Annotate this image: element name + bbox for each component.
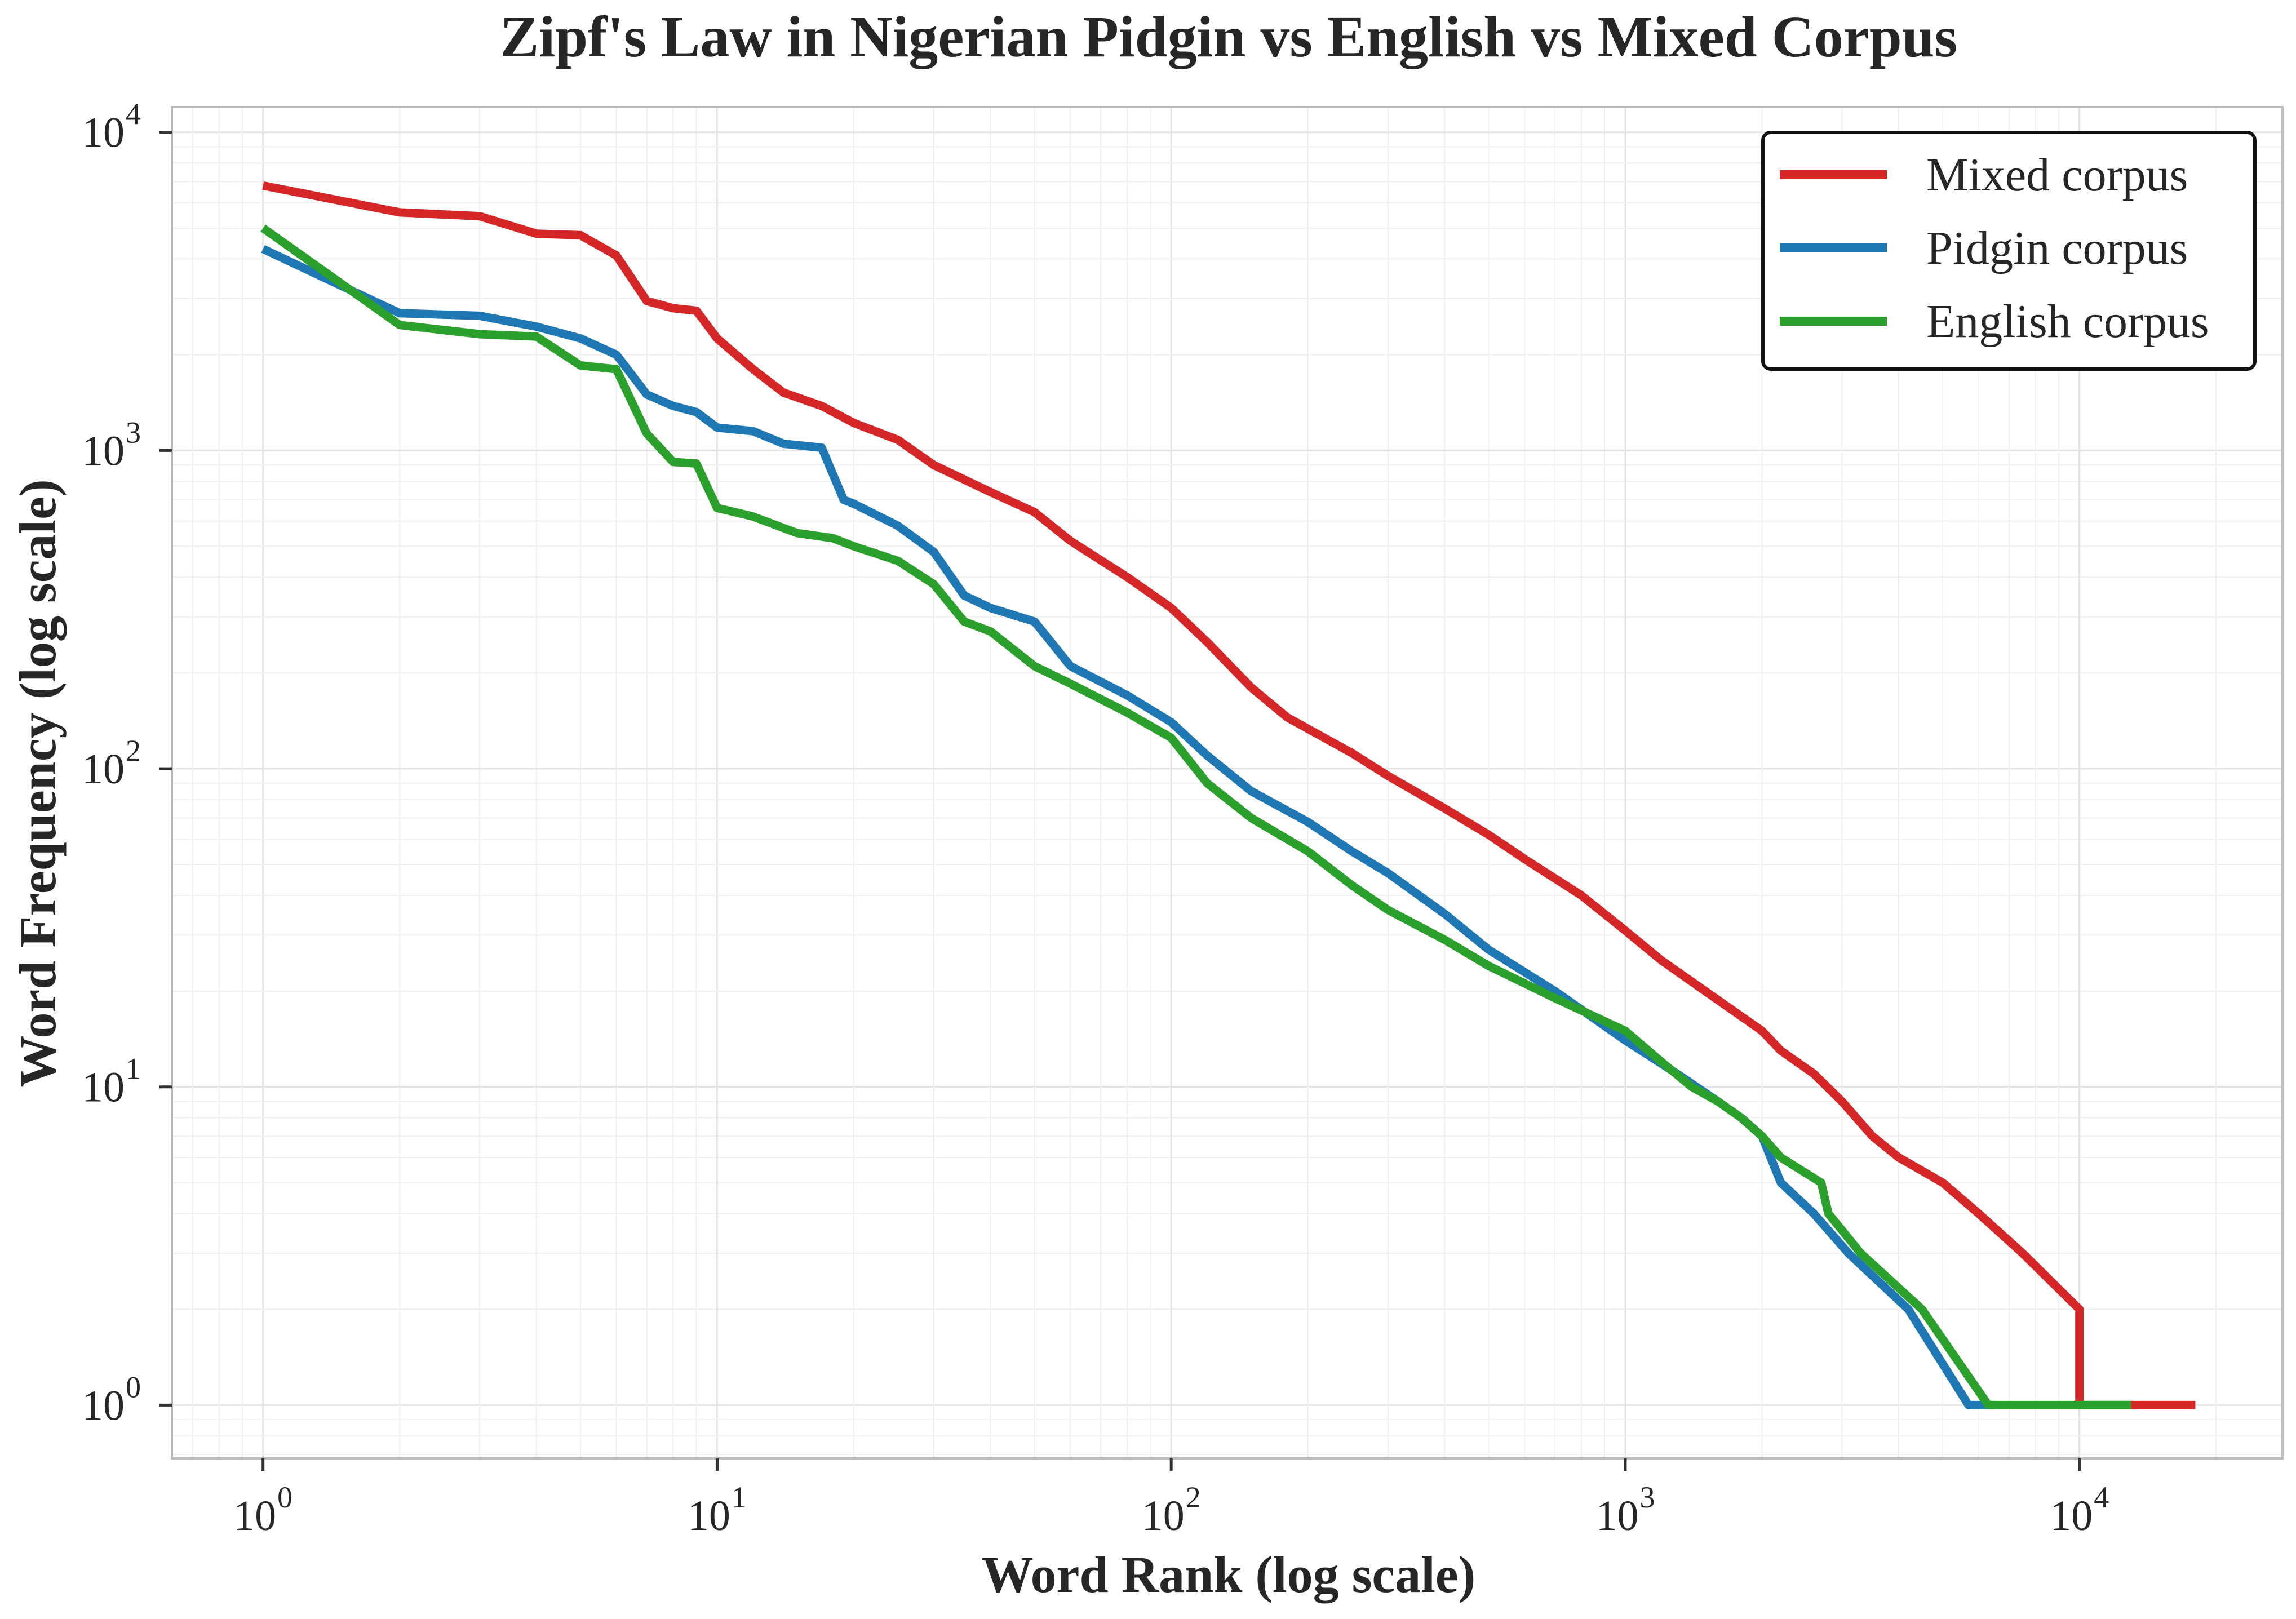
y-tick-label: 103: [82, 415, 141, 474]
x-tick-label: 103: [1595, 1480, 1655, 1540]
x-axis-label: Word Rank (log scale): [982, 1546, 1476, 1603]
series-line-pidgin-corpus: [261, 245, 1994, 1409]
chart-title: Zipf's Law in Nigerian Pidgin vs English…: [500, 5, 1957, 69]
legend-box: [1761, 131, 2257, 371]
y-tick-label: 101: [82, 1052, 141, 1111]
legend-label: Mixed corpus: [1926, 149, 2188, 201]
y-tick-label: 100: [82, 1370, 141, 1429]
x-tick-label: 104: [2050, 1480, 2109, 1540]
x-tick-label: 102: [1142, 1480, 1201, 1540]
y-tick-label: 102: [82, 734, 141, 793]
legend-label: Pidgin corpus: [1926, 222, 2188, 274]
x-tick-label: 100: [233, 1480, 292, 1540]
y-axis-label: Word Frequency (log scale): [9, 479, 67, 1087]
series-line-mixed-corpus: [262, 181, 2196, 1409]
series-line-english-corpus: [260, 224, 2131, 1409]
legend: Mixed corpus Pidgin corpus English corpus: [1761, 131, 2257, 371]
y-axis: 100 101 102 103 104: [82, 97, 172, 1429]
series-lines: [260, 181, 2196, 1409]
plot-frame: [171, 106, 2284, 1460]
x-tick-label: 101: [688, 1480, 747, 1540]
legend-label: English corpus: [1926, 295, 2209, 348]
x-axis: 100 101 102 103 104: [233, 1458, 2109, 1540]
y-tick-label: 104: [82, 97, 141, 157]
